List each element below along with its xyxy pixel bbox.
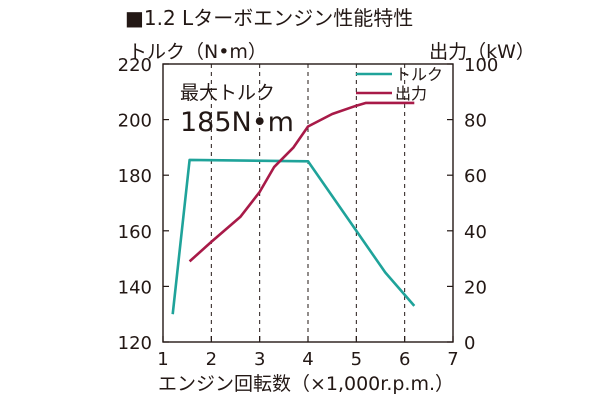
x-tick-label: 6 [399,349,410,370]
x-tick-label: 1 [157,349,168,370]
series-line-0 [171,158,416,315]
y-right-tick-label: 20 [464,277,487,298]
y-right-tick-label: 0 [464,333,475,354]
y-left-tick-label: 220 [118,55,152,76]
max-torque-value: 185N•m [180,107,294,138]
axis-ticks: 1 2 3 4 5 6 7 120 140 160 180 200 220 0 20 40 60 80 100 [118,55,499,370]
y-left-tick-label: 160 [118,222,152,243]
y-right-tick-label: 60 [464,166,487,187]
legend-label-1: 出力 [395,84,427,103]
series-lines [171,101,416,315]
max-torque-label: 最大トルク [180,82,275,104]
x-tick-label: 3 [254,349,265,370]
series-line-1 [188,101,415,263]
x-tick-label: 2 [206,349,217,370]
y-left-tick-label: 180 [118,166,152,187]
y-right-tick-label: 80 [464,111,487,132]
x-tick-label: 4 [302,349,313,370]
x-tick-label: 7 [447,349,458,370]
x-axis-label: エンジン回転数（×1,000r.p.m.） [158,373,454,395]
gridlines [210,64,406,342]
y-left-tick-label: 200 [118,111,152,132]
y-right-tick-label: 40 [464,222,487,243]
y-right-tick-label: 100 [464,55,498,76]
x-tick-label: 5 [351,349,362,370]
legend-label-0: トルク [395,65,443,84]
left-axis-label: トルク（N•m） [128,41,267,63]
y-left-tick-label: 140 [118,277,152,298]
right-axis-label: 出力（kW） [429,41,535,63]
chart-title: ■1.2 Lターボエンジン性能特性 [125,6,413,30]
y-left-tick-label: 120 [118,333,152,354]
